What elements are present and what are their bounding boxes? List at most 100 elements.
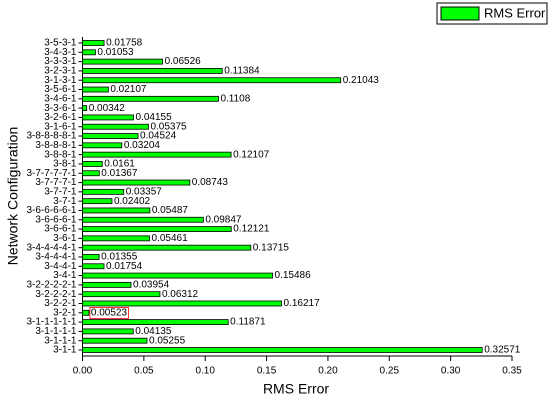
bar [82,142,123,149]
bar [82,254,100,260]
y-tick-label: 3-1-1-1-1-1 [26,317,76,328]
value-label: 0.08743 [192,177,229,188]
value-label: 0.01355 [101,252,138,263]
x-axis-title: RMS Error [263,381,329,397]
value-label: 0.05487 [152,205,189,216]
y-tick-label: 3-7-7-7-1 [35,177,77,188]
value-label: 0.11871 [230,317,266,328]
y-tick-label: 3-4-6-1 [44,93,77,104]
value-label: 0.11384 [224,66,260,77]
y-tick-label: 3-3-3-1 [44,56,77,67]
x-tick-label: 0.25 [380,366,400,377]
highlight-box [89,307,129,319]
legend-swatch [440,6,480,21]
value-label: 0.12107 [233,149,270,160]
bar [82,161,103,167]
value-label: 0.1108 [220,93,250,104]
value-label: 0.02107 [110,84,147,95]
x-tick-label: 0.30 [441,366,461,377]
value-label: 0.15486 [275,270,312,281]
value-label: 0.09847 [205,214,242,225]
value-label: 0.04135 [135,326,172,337]
value-label: 0.12121 [233,224,270,235]
bar [82,281,132,288]
value-label: 0.06312 [162,289,199,300]
bar [82,272,273,279]
y-tick-label: 3-6-6-6-1 [35,214,77,225]
x-tick-label: 0.00 [73,366,93,377]
bar [82,235,150,242]
bar [82,244,252,251]
bar [82,133,139,139]
y-tick-label: 3-4-4-4-4-1 [26,242,76,253]
bar [82,58,163,65]
y-tick-label: 3-8-8-1 [44,149,77,160]
value-label: 0.01754 [106,261,143,272]
x-tick-label: 0.35 [502,366,522,377]
y-tick-label: 3-6-6-6-6-1 [26,205,76,216]
y-tick-label: 3-7-7-7-7-1 [26,168,76,179]
value-label: 0.02402 [114,196,151,207]
value-label: 0.03357 [126,186,163,197]
y-tick-label: 3-5-3-1 [44,38,77,49]
value-label: 0.05375 [150,121,187,132]
value-label: 0.00523 [91,307,128,318]
bar [82,105,88,112]
y-tick-label: 3-2-2-1 [44,298,77,309]
y-tick-label: 3-4-4-4-1 [35,252,77,263]
y-tick-label: 3-2-6-1 [44,112,77,123]
bar [82,309,90,316]
bar [82,226,232,232]
y-tick-label: 3-1-3-1 [44,75,77,86]
value-label: 0.21043 [343,75,380,86]
bar [82,337,148,344]
x-tick-label: 0.20 [318,366,338,377]
y-tick-label: 3-1-1-1 [44,335,77,346]
y-tick-label: 3-4-3-1 [44,47,77,58]
y-tick-label: 3-1-1 [53,345,77,356]
value-label: 0.04524 [140,131,177,142]
y-tick-label: 3-2-1 [53,307,77,318]
bar [82,300,282,307]
value-label: 0.03204 [124,140,161,151]
bar [82,49,96,56]
value-label: 0.01758 [106,38,143,49]
y-tick-label: 3-8-8-8-1 [35,140,77,151]
value-label: 0.13715 [253,242,290,253]
value-label: 0.16217 [284,298,321,309]
y-tick-label: 3-1-1-1-1 [35,326,77,337]
y-tick-label: 3-2-2-2-2-1 [26,280,76,291]
y-tick-label: 3-6-1 [53,233,77,244]
y-tick-label: 3-5-6-1 [44,84,77,95]
x-tick-label: 0.15 [257,366,277,377]
y-axis-title: Network Configuration [5,127,21,266]
bar [82,86,109,93]
y-tick-label: 3-2-2-2-1 [35,289,77,300]
value-label: 0.32571 [484,345,521,356]
value-label: 0.06526 [165,56,202,67]
x-tick-label: 0.10 [195,366,215,377]
bar [82,95,219,102]
bar [82,188,125,195]
y-tick-label: 3-7-7-1 [44,186,77,197]
legend: RMS Error [436,2,548,25]
bar [82,151,232,158]
value-label: 0.04155 [135,112,172,123]
y-tick-label: 3-7-1 [53,196,77,207]
bar [82,216,204,223]
y-tick-label: 3-6-6-1 [44,224,77,235]
bar [82,198,113,205]
value-label: 0.0161 [104,159,135,170]
bar [82,319,229,325]
bar [82,291,161,298]
value-label: 0.05255 [149,335,186,346]
bar [82,207,151,214]
y-tick-label: 3-4-1 [53,270,77,281]
bar [82,123,149,130]
value-label: 0.00342 [89,103,126,114]
legend-label: RMS Error [484,5,546,20]
y-tick-label: 3-8-1 [53,159,77,170]
bar [82,77,342,84]
bar [82,68,223,74]
